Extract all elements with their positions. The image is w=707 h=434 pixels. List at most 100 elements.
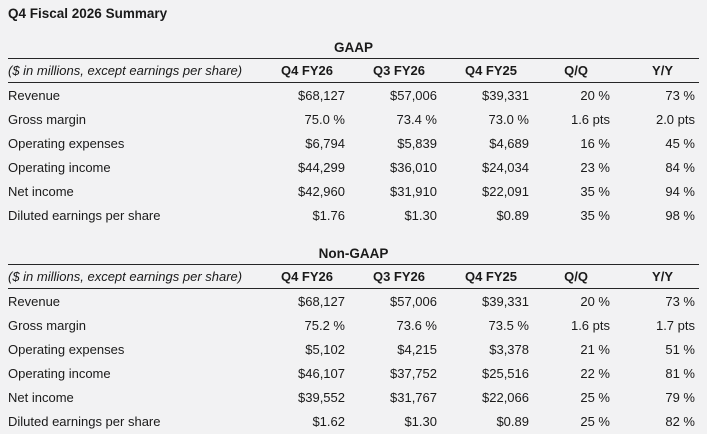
row-value: $31,767 — [390, 389, 437, 405]
row-value: $6,794 — [305, 135, 345, 151]
row-value: 73.4 % — [396, 111, 437, 127]
row-value: $0.89 — [496, 413, 529, 429]
row-value: $68,127 — [298, 87, 345, 103]
row-label: Operating income — [8, 159, 111, 175]
table-units-note: ($ in millions, except earnings per shar… — [8, 269, 243, 284]
table-row: Diluted earnings per share $1.62 $1.30 $0.8… — [8, 409, 699, 433]
row-value: 73.0 % — [488, 111, 529, 127]
row-value: 73.5 % — [488, 317, 529, 333]
table-row: Operating expenses $5,102 $4,215 $3,378 21 %… — [8, 337, 699, 361]
row-value: 35 % — [580, 207, 610, 223]
row-value: 45 % — [665, 135, 695, 151]
row-value: 98 % — [665, 207, 695, 223]
row-label: Operating expenses — [8, 341, 125, 357]
row-value: 25 % — [580, 389, 610, 405]
row-value: 23 % — [580, 159, 610, 175]
column-header: Q3 FY26 — [372, 269, 425, 284]
row-value: 16 % — [580, 135, 610, 151]
row-value: 20 % — [580, 87, 610, 103]
row-value: $46,107 — [298, 365, 345, 381]
row-label: Gross margin — [8, 317, 87, 333]
table-header-row: ($ in millions, except earnings per shar… — [8, 264, 699, 289]
column-header: Q4 FY25 — [464, 269, 517, 284]
row-value: 21 % — [580, 341, 610, 357]
table-row: Operating income $46,107 $37,752 $25,516 22 … — [8, 361, 699, 385]
section-title: GAAP — [333, 40, 373, 55]
row-value: $1.30 — [404, 413, 437, 429]
row-value: $44,299 — [298, 159, 345, 175]
row-value: $39,331 — [482, 293, 529, 309]
row-value: 94 % — [665, 183, 695, 199]
row-value: 84 % — [665, 159, 695, 175]
column-header: Y/Y — [652, 269, 673, 284]
row-label: Revenue — [8, 87, 61, 103]
row-value: $1.76 — [312, 207, 345, 223]
table-row: Operating expenses $6,794 $5,839 $4,689 16 %… — [8, 131, 699, 155]
row-label: Net income — [8, 389, 74, 405]
row-value: $31,910 — [390, 183, 437, 199]
financial-table-section: GAAP ($ in millions, except earnings per… — [8, 41, 699, 227]
row-value: $36,010 — [390, 159, 437, 175]
column-header: Q4 FY25 — [464, 63, 517, 78]
row-value: $39,331 — [482, 87, 529, 103]
table-header-row: ($ in millions, except earnings per shar… — [8, 58, 699, 83]
row-value: 75.0 % — [304, 111, 345, 127]
row-value: 75.2 % — [304, 317, 345, 333]
row-value: $39,552 — [298, 389, 345, 405]
table-row: Net income $42,960 $31,910 $22,091 35 % 94 % — [8, 179, 699, 203]
row-value: 79 % — [665, 389, 695, 405]
row-value: 22 % — [580, 365, 610, 381]
financial-table: ($ in millions, except earnings per shar… — [8, 264, 699, 433]
row-label: Revenue — [8, 293, 61, 309]
row-value: 82 % — [665, 413, 695, 429]
financial-table: ($ in millions, except earnings per shar… — [8, 58, 699, 227]
column-header: Q/Q — [564, 269, 588, 284]
row-value: $5,839 — [397, 135, 437, 151]
row-value: 81 % — [665, 365, 695, 381]
row-value: $42,960 — [298, 183, 345, 199]
row-value: $1.30 — [404, 207, 437, 223]
row-value: $4,215 — [397, 341, 437, 357]
row-value: 20 % — [580, 293, 610, 309]
row-value: 1.7 pts — [655, 317, 695, 333]
row-value: $22,066 — [482, 389, 529, 405]
tables-container: GAAP ($ in millions, except earnings per… — [8, 41, 699, 433]
row-value: 2.0 pts — [655, 111, 695, 127]
row-value: $1.62 — [312, 413, 345, 429]
row-label: Diluted earnings per share — [8, 413, 161, 429]
row-label: Operating expenses — [8, 135, 125, 151]
page-title: Q4 Fiscal 2026 Summary — [8, 6, 168, 21]
row-label: Operating income — [8, 365, 111, 381]
row-value: 73 % — [665, 293, 695, 309]
row-value: $68,127 — [298, 293, 345, 309]
row-label: Net income — [8, 183, 74, 199]
table-units-note: ($ in millions, except earnings per shar… — [8, 63, 243, 78]
row-value: $25,516 — [482, 365, 529, 381]
table-row: Diluted earnings per share $1.76 $1.30 $0.8… — [8, 203, 699, 227]
row-value: $4,689 — [489, 135, 529, 151]
row-value: $37,752 — [390, 365, 437, 381]
section-title: Non-GAAP — [318, 246, 389, 261]
row-value: $5,102 — [305, 341, 345, 357]
financial-table-section: Non-GAAP ($ in millions, except earnings… — [8, 247, 699, 433]
column-header: Q3 FY26 — [372, 63, 425, 78]
row-value: $3,378 — [489, 341, 529, 357]
row-value: $57,006 — [390, 293, 437, 309]
column-header: Q4 FY26 — [280, 63, 333, 78]
row-value: $22,091 — [482, 183, 529, 199]
row-value: 35 % — [580, 183, 610, 199]
row-value: 73.6 % — [396, 317, 437, 333]
row-value: 25 % — [580, 413, 610, 429]
row-value: 51 % — [665, 341, 695, 357]
column-header: Y/Y — [652, 63, 673, 78]
table-row: Revenue $68,127 $57,006 $39,331 20 % 73 % — [8, 83, 699, 108]
row-value: 1.6 pts — [570, 317, 610, 333]
table-row: Operating income $44,299 $36,010 $24,034 23 … — [8, 155, 699, 179]
row-value: 1.6 pts — [570, 111, 610, 127]
table-row: Revenue $68,127 $57,006 $39,331 20 % 73 % — [8, 289, 699, 314]
table-row: Gross margin 75.0 % 73.4 % 73.0 % 1.6 pts 2.0… — [8, 107, 699, 131]
row-value: 73 % — [665, 87, 695, 103]
row-value: $57,006 — [390, 87, 437, 103]
table-row: Gross margin 75.2 % 73.6 % 73.5 % 1.6 pts 1.7… — [8, 313, 699, 337]
